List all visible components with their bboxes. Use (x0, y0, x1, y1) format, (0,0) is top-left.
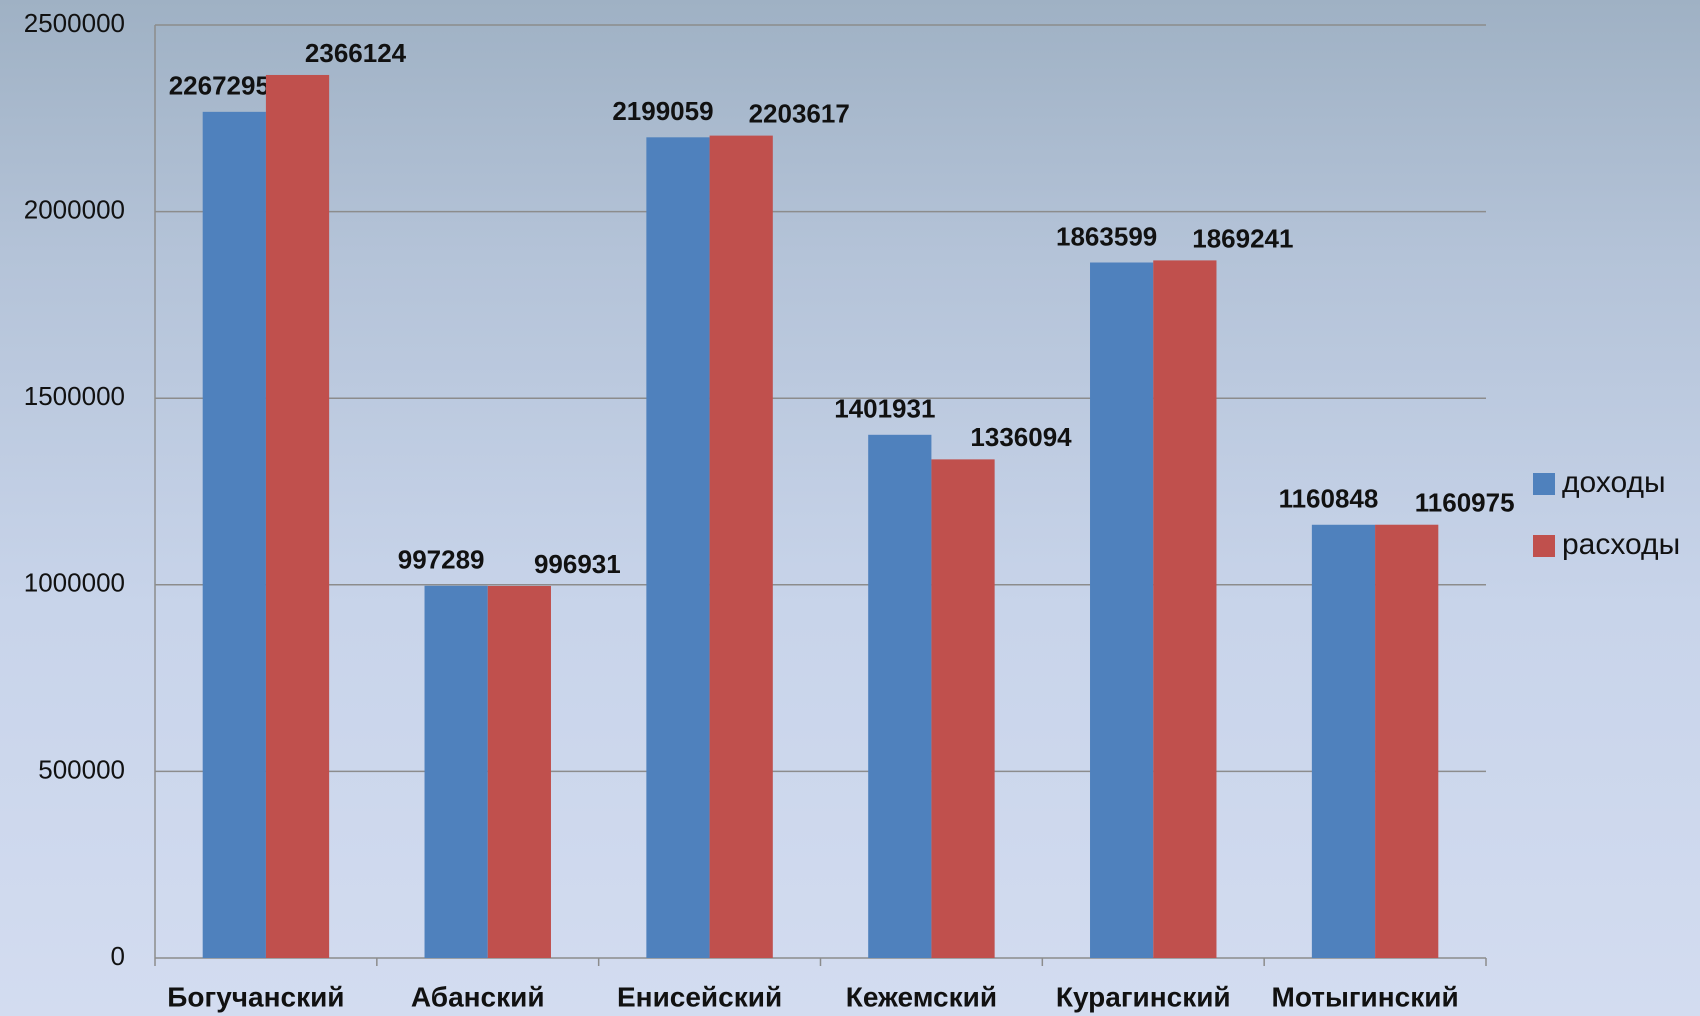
data-label: 2267295 (169, 71, 270, 101)
data-label: 1160975 (1415, 488, 1515, 518)
chart: 0 500000 1000000 1500000 2000000 2500000 Богуч… (0, 0, 1700, 1016)
y-tick-label: 500000 (38, 754, 125, 784)
bar (266, 75, 329, 958)
x-tick-label: Богучанский (167, 981, 344, 1012)
data-label: 1336094 (970, 422, 1072, 452)
bar (931, 459, 994, 958)
legend-swatch (1533, 473, 1555, 495)
data-label: 996931 (534, 549, 621, 579)
bar (488, 586, 551, 958)
y-tick-label: 1000000 (24, 568, 125, 598)
x-tick-label: Енисейский (617, 981, 782, 1012)
x-tick-label: Мотыгинский (1272, 981, 1459, 1012)
bar (646, 137, 709, 958)
data-label: 1160848 (1279, 484, 1379, 514)
bar (1375, 525, 1438, 958)
x-tick-label: Курагинский (1056, 981, 1231, 1012)
data-label: 1869241 (1192, 223, 1293, 253)
bar (868, 435, 931, 958)
data-label: 2203617 (749, 98, 850, 128)
y-tick-label: 0 (111, 941, 125, 971)
data-label: 2366124 (305, 38, 407, 68)
data-label: 1401931 (834, 394, 935, 424)
bar (203, 112, 266, 958)
legend-swatch (1533, 535, 1555, 557)
bar (425, 586, 488, 958)
x-tick-label: Абанский (411, 981, 545, 1012)
y-tick-label: 2500000 (24, 8, 125, 38)
bar (1312, 525, 1375, 958)
legend-label: расходы (1562, 528, 1680, 561)
bar (1090, 263, 1153, 958)
data-label: 2199059 (612, 96, 713, 126)
y-tick-label: 2000000 (24, 194, 125, 224)
legend-label: доходы (1562, 466, 1666, 499)
x-tick-label: Кежемский (846, 981, 997, 1012)
data-label: 1863599 (1056, 221, 1157, 251)
bar (1153, 260, 1216, 958)
bar (710, 136, 773, 958)
y-tick-label: 1500000 (24, 381, 125, 411)
data-label: 997289 (398, 545, 485, 575)
